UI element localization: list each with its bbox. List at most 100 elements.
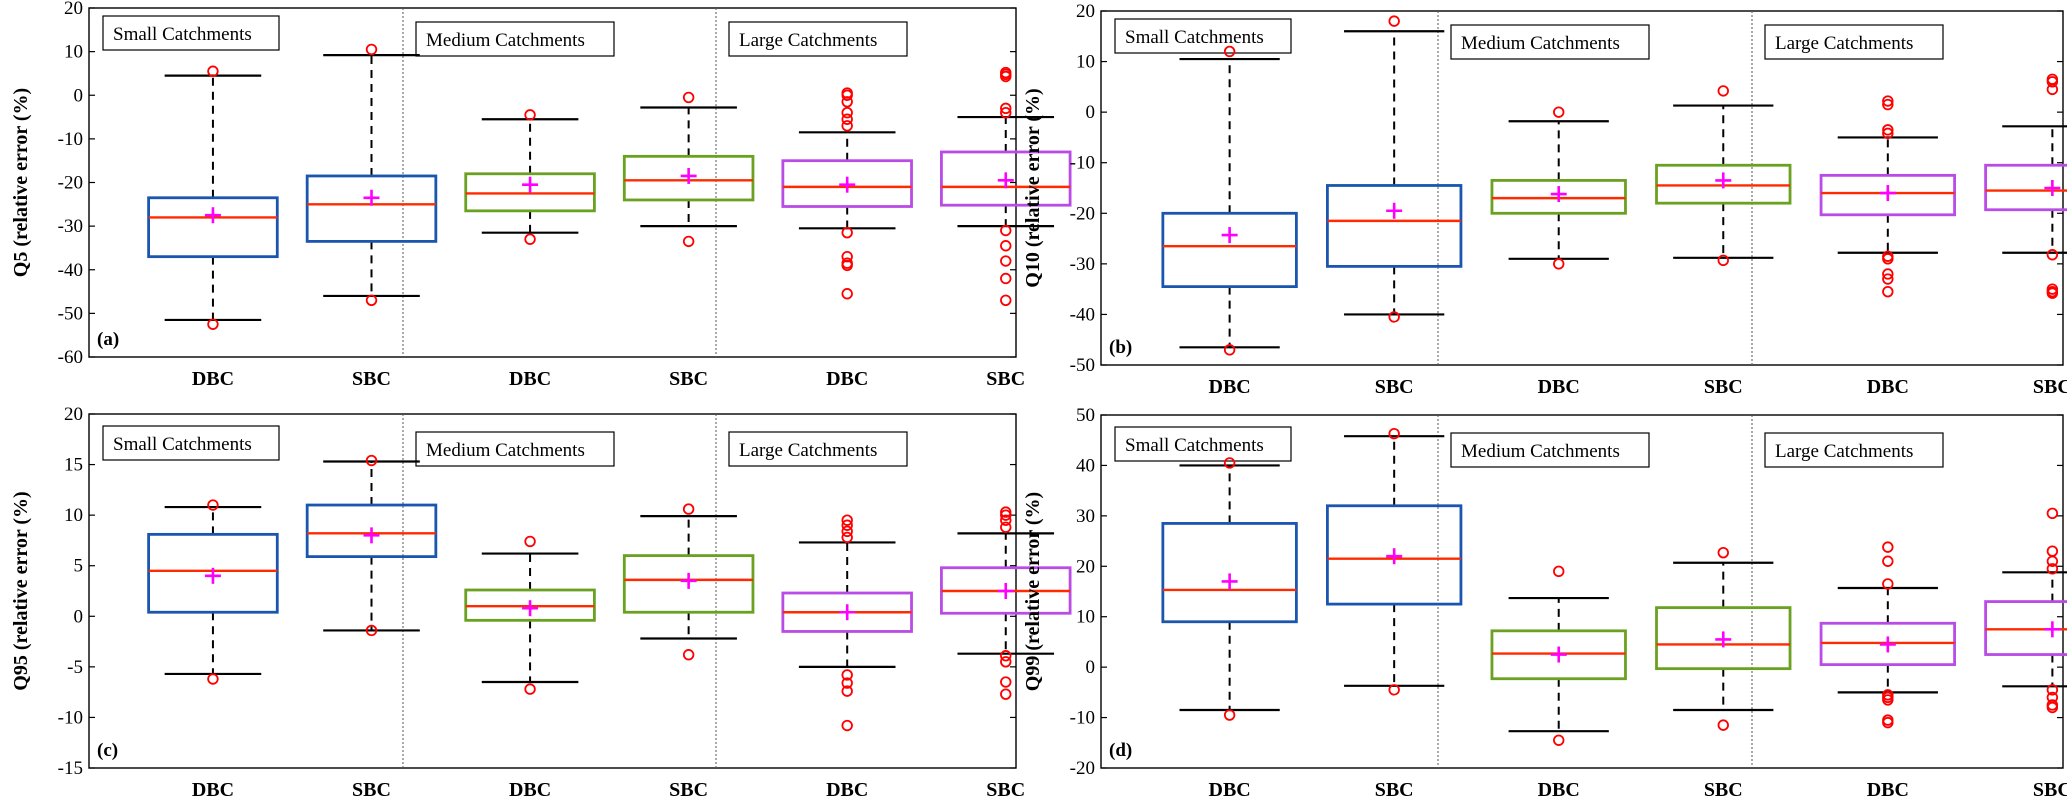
outlier-point	[1000, 272, 1012, 285]
y-tick-label: 0	[74, 85, 84, 106]
group-title: Medium Catchments	[1461, 441, 1620, 462]
outlier-point	[1000, 240, 1012, 252]
group-title-box	[728, 21, 908, 57]
group-title: Medium Catchments	[426, 30, 585, 51]
outlier-point	[1882, 273, 1894, 285]
mean-marker	[1715, 631, 1732, 648]
outlier-point	[1000, 688, 1012, 700]
outlier-point	[841, 514, 853, 526]
y-tick-label: 0	[1086, 102, 1096, 123]
axes-frame	[1100, 414, 2064, 769]
mean-marker	[522, 176, 539, 193]
axes-frame	[1100, 10, 2064, 366]
y-tick-label: -40	[1070, 304, 1095, 325]
group-title: Small Catchments	[1125, 27, 1264, 48]
x-tick-label: SBC	[986, 779, 1025, 798]
outlier-point	[1882, 541, 1894, 553]
outlier-point	[1882, 127, 1894, 140]
box-5	[781, 87, 913, 300]
outlier-point	[1882, 555, 1894, 567]
mean-marker	[1550, 186, 1567, 203]
axes-frame	[88, 7, 1017, 358]
group-title-box	[415, 21, 615, 57]
group-title: Large Catchments	[739, 440, 877, 461]
box-1	[1161, 457, 1298, 721]
outlier-point	[1000, 102, 1012, 115]
outlier-point	[841, 113, 853, 125]
y-tick-label: -10	[1070, 708, 1095, 729]
y-tick-label: 50	[1076, 405, 1095, 426]
mean-marker	[839, 604, 856, 621]
y-tick-label: 0	[74, 606, 84, 627]
panel-d: 50 40 30 20 10 0 -10 -20 Q99 (relative error (%)…	[1022, 405, 2067, 798]
box-6	[1984, 507, 2067, 714]
outlier-point	[365, 294, 378, 306]
box-iqr	[1490, 629, 1627, 681]
mean-marker	[839, 176, 856, 193]
y-tick-label: -60	[58, 347, 83, 368]
outlier-point	[1553, 565, 1565, 578]
x-tick-label: DBC	[1867, 376, 1909, 398]
outlier-point	[2046, 684, 2059, 696]
box-3	[1490, 106, 1627, 270]
outlier-point	[207, 65, 219, 77]
group-title: Medium Catchments	[1461, 33, 1620, 54]
y-tick-label: 20	[1076, 556, 1095, 577]
group-title-box	[728, 431, 908, 467]
group-title: Medium Catchments	[426, 440, 585, 461]
outlier-point	[1388, 311, 1400, 323]
x-tick-label: DBC	[1538, 779, 1580, 798]
y-axis-label: Q99 (relative error (%)	[1022, 492, 1044, 691]
y-tick-label: 20	[64, 404, 83, 425]
group-title-box	[1764, 432, 1944, 468]
mean-marker	[680, 167, 697, 184]
y-tick-label: 15	[64, 455, 83, 476]
outlier-point	[841, 531, 853, 544]
group-title-box	[102, 15, 280, 51]
box-3	[464, 109, 596, 245]
mean-marker	[1879, 636, 1896, 653]
outlier-point	[1223, 344, 1236, 356]
mean-marker	[997, 583, 1014, 599]
outlier-point	[1882, 716, 1894, 729]
outlier-point	[1388, 427, 1400, 440]
group-title-box	[1450, 432, 1650, 468]
x-tick-label: SBC	[352, 368, 391, 390]
outlier-point	[2046, 545, 2059, 557]
box-iqr	[1161, 211, 1298, 289]
outlier-point	[841, 226, 853, 239]
x-tick-label: SBC	[1375, 779, 1414, 798]
x-tick-label: SBC	[669, 368, 708, 390]
outlier-point	[524, 109, 536, 121]
outlier-point	[841, 669, 853, 681]
group-title-box	[415, 431, 615, 467]
panel-label: (a)	[97, 329, 119, 350]
box-2	[1326, 427, 1463, 696]
outlier-point	[1388, 684, 1400, 696]
y-tick-label: -10	[1070, 153, 1095, 174]
x-tick-label: DBC	[509, 779, 551, 798]
mean-marker	[204, 567, 221, 584]
outlier-point	[1000, 521, 1012, 533]
outlier-point	[841, 259, 853, 272]
box-iqr	[1819, 173, 1956, 217]
outlier-point	[365, 624, 378, 637]
outlier-point	[1000, 66, 1012, 79]
group-title-box	[1450, 24, 1650, 60]
outlier-point	[1000, 506, 1012, 518]
mean-marker	[1221, 573, 1238, 590]
outlier-point	[682, 503, 695, 515]
outlier-point	[1882, 694, 1894, 706]
panel-c: 20 15 10 5 0 -5 -10 -15 Q95 (relative error (%) (…	[10, 404, 1072, 798]
mean-marker	[363, 189, 380, 206]
outlier-point	[1000, 514, 1012, 526]
box-iqr	[622, 554, 755, 614]
outlier-point	[1388, 15, 1400, 27]
outlier-point	[1000, 294, 1012, 306]
outlier-point	[524, 535, 536, 548]
outlier-point	[682, 235, 695, 248]
outlier-point	[207, 318, 219, 330]
outlier-point	[207, 499, 219, 511]
mean-marker	[997, 172, 1014, 189]
